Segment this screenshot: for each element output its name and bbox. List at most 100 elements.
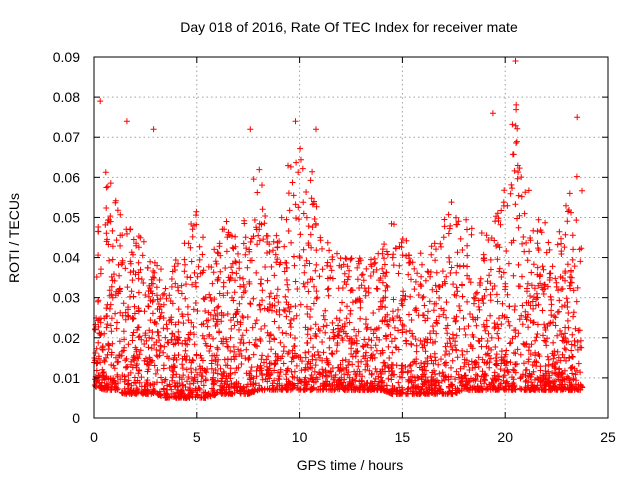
data-point xyxy=(124,312,131,319)
data-point xyxy=(573,173,580,180)
data-point xyxy=(192,300,199,306)
data-point xyxy=(545,368,552,375)
data-point xyxy=(383,282,390,289)
data-point xyxy=(504,291,511,298)
data-point xyxy=(521,248,528,255)
data-point xyxy=(312,222,319,228)
data-point xyxy=(225,344,232,350)
data-point xyxy=(161,343,168,350)
data-point xyxy=(209,352,216,359)
data-point xyxy=(286,308,293,315)
data-point xyxy=(136,333,143,340)
data-point xyxy=(223,248,230,255)
data-point xyxy=(240,240,247,247)
data-point xyxy=(153,284,160,291)
data-point xyxy=(164,391,171,398)
data-point xyxy=(174,284,181,291)
data-point xyxy=(215,274,222,281)
y-tick-label: 0.02 xyxy=(53,330,80,346)
data-point xyxy=(291,262,298,269)
data-point xyxy=(349,353,356,360)
data-point xyxy=(247,300,254,307)
data-point xyxy=(187,329,194,336)
data-point xyxy=(382,273,389,280)
data-point xyxy=(454,262,461,269)
data-point xyxy=(524,382,531,389)
data-point xyxy=(313,261,320,268)
data-point xyxy=(523,340,530,347)
data-point xyxy=(519,321,526,328)
data-point xyxy=(175,337,181,344)
data-point xyxy=(112,197,119,204)
data-point xyxy=(545,379,552,386)
data-point xyxy=(390,308,396,315)
data-point xyxy=(95,228,102,235)
data-point xyxy=(237,319,244,326)
data-point xyxy=(253,373,260,380)
plot-frame xyxy=(93,56,609,419)
data-point xyxy=(452,342,458,349)
data-point xyxy=(479,356,486,363)
data-point xyxy=(125,385,132,392)
data-point xyxy=(118,261,125,268)
data-point xyxy=(427,273,434,280)
data-point xyxy=(145,288,152,294)
data-point xyxy=(113,237,120,244)
data-point xyxy=(575,327,582,334)
data-point xyxy=(326,335,333,342)
data-point xyxy=(542,368,549,374)
data-point xyxy=(236,274,243,281)
data-point xyxy=(239,313,246,320)
data-point xyxy=(130,293,137,300)
data-point xyxy=(514,215,520,222)
data-point xyxy=(296,254,303,261)
data-point xyxy=(256,237,263,244)
data-point xyxy=(513,140,520,146)
data-point xyxy=(257,306,264,313)
data-point xyxy=(182,347,189,354)
data-point xyxy=(258,385,265,392)
data-point xyxy=(93,345,100,352)
data-point xyxy=(495,335,502,342)
data-point xyxy=(556,308,562,315)
data-point xyxy=(382,287,389,294)
data-point xyxy=(341,320,348,327)
data-point xyxy=(435,361,442,368)
data-point xyxy=(410,383,417,390)
data-point xyxy=(216,290,223,297)
data-point xyxy=(216,329,223,336)
data-point xyxy=(193,208,200,215)
data-point xyxy=(161,386,168,393)
data-point xyxy=(464,348,470,355)
data-point xyxy=(453,221,460,228)
data-point xyxy=(144,380,151,387)
data-point xyxy=(324,378,331,385)
data-point xyxy=(523,239,530,246)
data-point xyxy=(511,383,518,390)
data-point xyxy=(114,207,121,214)
data-point xyxy=(491,283,498,289)
data-point xyxy=(302,349,309,356)
data-point xyxy=(555,354,562,361)
data-point xyxy=(282,259,289,266)
data-point xyxy=(224,290,231,296)
data-point xyxy=(127,269,134,276)
data-point xyxy=(432,257,439,264)
data-point xyxy=(256,220,263,227)
data-point xyxy=(283,299,290,306)
data-point xyxy=(510,349,517,356)
data-point xyxy=(182,337,188,344)
data-point xyxy=(168,337,175,343)
data-point xyxy=(343,255,350,262)
data-point xyxy=(551,364,558,370)
data-point xyxy=(534,264,541,271)
data-point xyxy=(565,310,572,316)
data-point xyxy=(274,244,281,251)
data-point xyxy=(389,254,396,261)
data-point xyxy=(116,338,123,345)
data-point xyxy=(113,384,120,391)
data-point xyxy=(457,365,464,372)
data-point xyxy=(233,270,240,277)
data-point xyxy=(391,386,398,393)
data-point xyxy=(515,192,522,199)
